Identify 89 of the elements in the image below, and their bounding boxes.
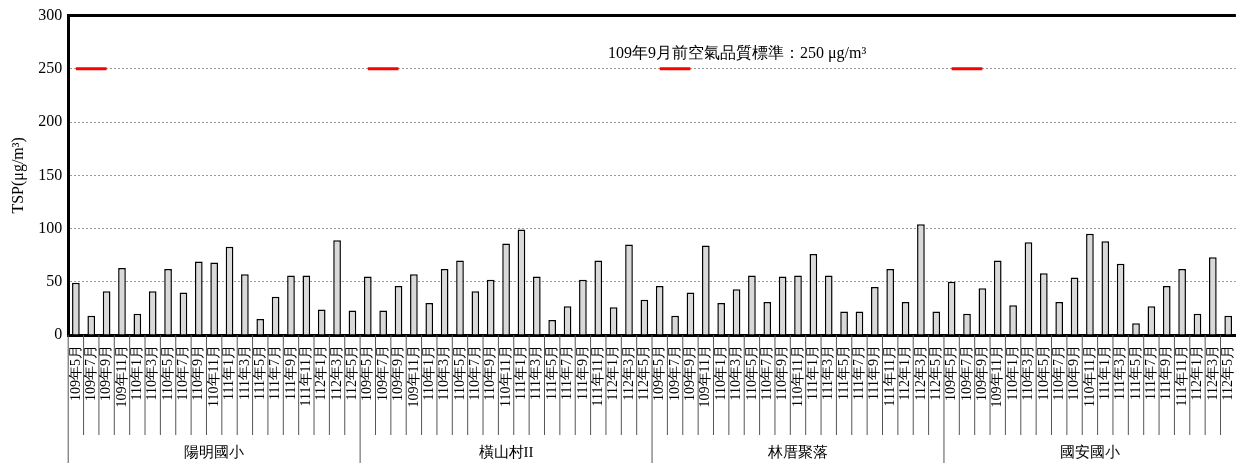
x-tick-label: 110年7月 (1050, 345, 1066, 401)
annotation: 109年9月前空氣品質標準：250 μg/m³ (607, 44, 867, 63)
x-tick-label: 111年11月 (1173, 345, 1189, 407)
x-tick-label: 110年7月 (175, 345, 191, 401)
x-tick-label: 109年5月 (943, 345, 959, 401)
x-tick-label: 110年9月 (774, 345, 790, 401)
y-tick-label: 50 (46, 271, 63, 289)
x-tick-label: 109年7月 (82, 345, 98, 401)
x-tick-label: 110年5月 (743, 345, 759, 401)
x-tick-label: 111年3月 (1112, 345, 1128, 400)
x-tick-label: 111年3月 (528, 345, 544, 400)
x-tick-label: 112年3月 (1204, 345, 1220, 401)
x-tick-label: 110年7月 (467, 345, 483, 401)
x-tick-label: 110年5月 (159, 345, 175, 401)
x-tick-label: 111年9月 (574, 345, 590, 400)
x-tick-label: 111年1月 (513, 345, 529, 400)
x-tick-label: 110年9月 (1066, 345, 1082, 401)
x-tick-label: 112年3月 (620, 345, 636, 401)
x-tick-label: 111年9月 (1158, 345, 1174, 400)
x-tick-label: 111年5月 (251, 345, 267, 400)
x-tick-label: 109年9月 (98, 345, 114, 401)
text: 國安國小 (1059, 443, 1120, 460)
x-tick-label: 111年11月 (881, 345, 897, 407)
x-tick-label: 112年3月 (912, 345, 928, 401)
x-tick-label: 111年5月 (835, 345, 851, 400)
x-tick-label: 112年5月 (344, 345, 360, 401)
x-tick-label: 111年3月 (820, 345, 836, 400)
x-tick-label: 110年11月 (497, 345, 513, 407)
x-tick-label: 111年9月 (866, 345, 882, 400)
y-tick-label: 200 (38, 112, 63, 130)
y-tick-label: 0 (54, 325, 63, 343)
text: 橫山村II (478, 443, 534, 460)
x-tick-label: 110年3月 (144, 345, 160, 401)
x-tick-label: 112年1月 (313, 345, 329, 401)
x-tick-label: 109年11月 (697, 345, 713, 408)
x-tick-label: 111年3月 (236, 345, 252, 400)
x-tick-label: 109年5月 (67, 345, 83, 401)
x-tick-label: 109年9月 (682, 345, 698, 401)
x-tick-label: 111年5月 (543, 345, 559, 400)
x-tick-label: 110年11月 (789, 345, 805, 407)
x-tick-label: 110年3月 (728, 345, 744, 401)
x-tick-label: 111年11月 (298, 345, 314, 407)
x-tick-label: 110年9月 (482, 345, 498, 401)
x-tick-label: 110年1月 (1004, 345, 1020, 401)
x-tick-label: 110年5月 (451, 345, 467, 401)
x-tick-label: 110年11月 (205, 345, 221, 407)
y-tick-label: 300 (38, 5, 63, 23)
x-tick-label: 109年11月 (989, 345, 1005, 408)
x-tick-label: 112年5月 (927, 345, 943, 401)
x-tick-label: 112年5月 (636, 345, 652, 401)
x-tick-label: 110年7月 (758, 345, 774, 401)
x-tick-label: 110年5月 (1035, 345, 1051, 401)
x-tick-label: 110年11月 (1081, 345, 1097, 407)
x-tick-label: 112年1月 (1189, 345, 1205, 401)
x-tick-label: 112年5月 (1219, 345, 1235, 401)
x-tick-label: 111年7月 (851, 345, 867, 400)
x-tick-label: 110年3月 (436, 345, 452, 401)
x-tick-label: 111年7月 (267, 345, 283, 400)
y-tick-label: 250 (38, 59, 63, 77)
x-tick-label: 110年3月 (1020, 345, 1036, 401)
x-tick-label: 111年5月 (1127, 345, 1143, 400)
x-tick-label: 112年1月 (897, 345, 913, 401)
x-tick-label: 112年3月 (328, 345, 344, 401)
x-tick-label: 109年5月 (651, 345, 667, 401)
x-tick-label: 111年1月 (221, 345, 237, 400)
x-tick-label: 109年7月 (666, 345, 682, 401)
x-tick-label: 109年7月 (958, 345, 974, 401)
text: 林厝聚落 (767, 443, 828, 460)
x-tick-label: 109年5月 (359, 345, 375, 401)
x-tick-label: 109年9月 (390, 345, 406, 401)
x-tick-label: 111年11月 (589, 345, 605, 407)
x-tick-label: 111年7月 (559, 345, 575, 400)
x-tick-label: 111年1月 (1096, 345, 1112, 400)
x-tick-label: 109年7月 (374, 345, 390, 401)
y-axis-title: TSP(μg/m³) (8, 137, 27, 214)
text: 陽明國小 (184, 443, 245, 460)
y-tick-label: 150 (38, 165, 63, 183)
x-tick-label: 109年11月 (405, 345, 421, 408)
x-tick-label: 110年1月 (420, 345, 436, 401)
x-tick-label: 110年1月 (712, 345, 728, 401)
x-tick-label: 112年1月 (605, 345, 621, 401)
x-tick-label: 111年9月 (282, 345, 298, 400)
x-tick-label: 111年7月 (1143, 345, 1159, 400)
x-tick-label: 109年9月 (974, 345, 990, 401)
x-tick-label: 111年1月 (805, 345, 821, 400)
x-tick-label: 110年9月 (190, 345, 206, 401)
x-tick-label: 109年11月 (113, 345, 129, 408)
x-tick-label: 110年1月 (129, 345, 145, 401)
y-tick-label: 100 (38, 218, 63, 236)
